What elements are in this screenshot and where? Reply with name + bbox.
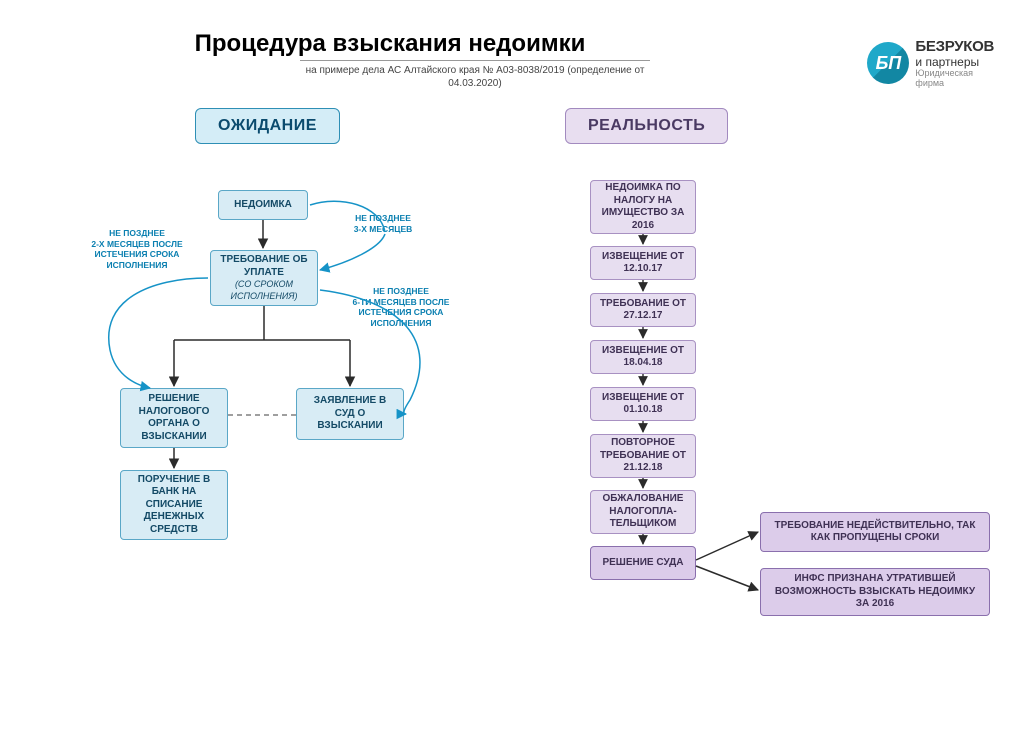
node-r10: ИНФС ПРИЗНАНА УТРАТИВШЕЙ ВОЗМОЖНОСТЬ ВЗЫ… — [760, 568, 990, 616]
node-r5: ИЗВЕЩЕНИЕ ОТ 01.10.18 — [590, 387, 696, 421]
node-r9: ТРЕБОВАНИЕ НЕДЕЙСТВИТЕЛЬНО, ТАК КАК ПРОП… — [760, 512, 990, 552]
node-r7: ОБЖАЛОВАНИЕ НАЛОГОПЛА-ТЕЛЬЩИКОМ — [590, 490, 696, 534]
node-r1: НЕДОИМКА ПО НАЛОГУ НА ИМУЩЕСТВО ЗА 2016 — [590, 180, 696, 234]
annot-2months: НЕ ПОЗДНЕЕ 2-Х МЕСЯЦЕВ ПОСЛЕ ИСТЕЧЕНИЯ С… — [82, 228, 192, 271]
node-poruchenie: ПОРУЧЕНИЕ В БАНК НА СПИСАНИЕ ДЕНЕЖНЫХ СР… — [120, 470, 228, 540]
subtitle: на примере дела АС Алтайского края № А03… — [300, 60, 650, 90]
logo-line1: БЕЗРУКОВ — [915, 38, 994, 55]
logo-mark-icon: БП — [867, 42, 909, 84]
node-nedoimka: НЕДОИМКА — [218, 190, 308, 220]
logo-text: БЕЗРУКОВ и партнеры Юридическая фирма — [915, 38, 994, 89]
node-r6: ПОВТОРНОЕ ТРЕБОВАНИЕ ОТ 21.12.18 — [590, 434, 696, 478]
node-r3: ТРЕБОВАНИЕ ОТ 27.12.17 — [590, 293, 696, 327]
header-expectation: ОЖИДАНИЕ — [195, 108, 340, 144]
node-trebovanie: ТРЕБОВАНИЕ ОБ УПЛАТЕ (СО СРОКОМ ИСПОЛНЕН… — [210, 250, 318, 306]
logo-line3: Юридическая фирма — [915, 69, 994, 89]
node-r4: ИЗВЕЩЕНИЕ ОТ 18.04.18 — [590, 340, 696, 374]
node-r8: РЕШЕНИЕ СУДА — [590, 546, 696, 580]
page-title: Процедура взыскания недоимки — [0, 30, 780, 58]
header-reality: РЕАЛЬНОСТЬ — [565, 108, 728, 144]
logo-line2: и партнеры — [915, 55, 994, 69]
node-trebovanie-main: ТРЕБОВАНИЕ ОБ УПЛАТЕ — [217, 254, 311, 279]
node-zayavlenie: ЗАЯВЛЕНИЕ В СУД О ВЗЫСКАНИИ — [296, 388, 404, 440]
logo: БП БЕЗРУКОВ и партнеры Юридическая фирма — [867, 38, 994, 89]
node-r2: ИЗВЕЩЕНИЕ ОТ 12.10.17 — [590, 246, 696, 280]
node-reshenie: РЕШЕНИЕ НАЛОГОВОГО ОРГАНА О ВЗЫСКАНИИ — [120, 388, 228, 448]
arrows-layer — [0, 0, 1024, 748]
annot-6months: НЕ ПОЗДНЕЕ 6-ТИ МЕСЯЦЕВ ПОСЛЕ ИСТЕЧЕНИЯ … — [346, 286, 456, 329]
node-trebovanie-italic: (СО СРОКОМ ИСПОЛНЕНИЯ) — [217, 279, 311, 302]
annot-3months: НЕ ПОЗДНЕЕ 3-Х МЕСЯЦЕВ — [328, 213, 438, 234]
